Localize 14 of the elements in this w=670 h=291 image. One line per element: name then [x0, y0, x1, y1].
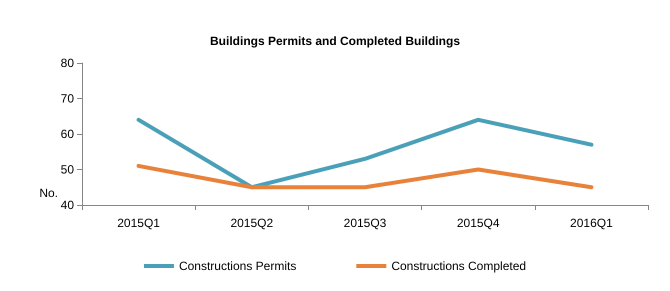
legend-label: Constructions Permits — [178, 259, 296, 273]
y-tick-label: 70 — [60, 92, 74, 106]
x-tick-label: 2015Q2 — [230, 216, 274, 230]
legend-label: Constructions Completed — [391, 259, 526, 273]
y-tick-label: 80 — [60, 56, 74, 70]
y-axis-title: No. — [39, 186, 58, 200]
x-tick-label: 2016Q1 — [570, 216, 614, 230]
x-tick-label: 2015Q3 — [344, 216, 387, 230]
y-tick-label: 40 — [60, 198, 74, 212]
x-tick-label: 2015Q4 — [456, 216, 500, 230]
x-tick-label: 2015Q1 — [117, 216, 160, 230]
chart-title: Buildings Permits and Completed Buildings — [210, 34, 460, 48]
y-tick-label: 60 — [60, 127, 74, 141]
y-tick-label: 50 — [60, 162, 74, 176]
